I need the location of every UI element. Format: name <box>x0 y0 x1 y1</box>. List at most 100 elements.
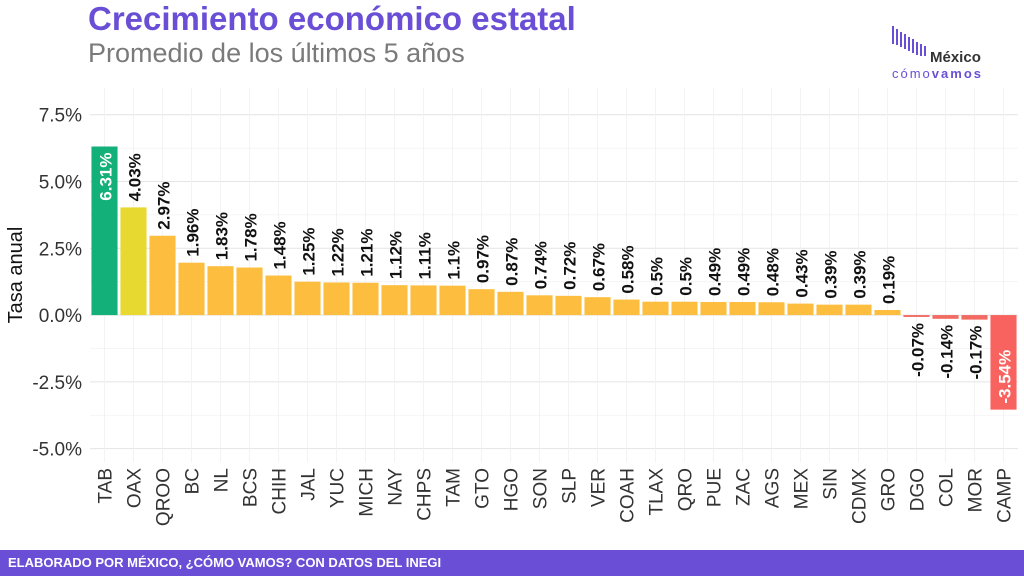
x-tick-label: TLAX <box>647 468 668 516</box>
x-tick-label: CHPS <box>415 468 436 521</box>
x-tick-label: CHIH <box>270 468 291 514</box>
bar-tlax <box>642 301 669 316</box>
bar-chart: 7.5% 5.0% 2.5% 0.0% -2.5% -5.0% Tasa anual 6.31… <box>5 88 1018 526</box>
data-label: -0.14% <box>938 325 957 379</box>
bar-jal <box>294 281 321 316</box>
x-tick-label: PUE <box>705 468 726 507</box>
y-tick-label: 7.5% <box>39 106 82 127</box>
x-tick-label: JAL <box>299 468 320 501</box>
x-tick-label: AGS <box>763 468 784 508</box>
data-label: 0.43% <box>793 249 812 297</box>
x-tick-label: GRO <box>879 468 900 511</box>
y-tick-label: 2.5% <box>39 239 82 260</box>
bar-chps <box>410 285 437 316</box>
x-tick-label: DGO <box>908 468 929 511</box>
data-label: 1.96% <box>184 209 203 257</box>
chart-subtitle: Promedio de los últimos 5 años <box>88 38 465 68</box>
data-label: 0.49% <box>706 248 725 296</box>
bar-gto <box>468 289 495 316</box>
logo-line2b: vamos <box>932 66 983 81</box>
x-tick-label: NAY <box>386 468 407 506</box>
data-label: 0.67% <box>590 243 609 291</box>
data-label: 1.22% <box>329 228 348 276</box>
y-tick-label: -5.0% <box>32 440 82 461</box>
bar-qro <box>671 301 698 316</box>
x-tick-label: ZAC <box>734 468 755 506</box>
logo-line2a: cómo <box>892 66 932 81</box>
x-tick-label: BC <box>183 468 204 494</box>
data-label: 1.25% <box>300 227 319 275</box>
bar-gro <box>874 309 901 316</box>
data-label: 0.39% <box>851 250 870 298</box>
bar-dgo <box>903 315 930 317</box>
x-tick-label: OAX <box>125 468 146 508</box>
x-tick-label: CAMP <box>995 468 1016 523</box>
y-tick-label: 5.0% <box>39 173 82 194</box>
bar-nl <box>207 266 234 316</box>
x-tick-label: COAH <box>618 468 639 523</box>
data-label: 0.72% <box>561 242 580 290</box>
bar-zac <box>729 301 756 316</box>
x-tick-label: QRO <box>676 468 697 511</box>
data-label: 0.87% <box>503 238 522 286</box>
mexico-como-vamos-logo: México cómovamos <box>892 26 983 81</box>
bar-yuc <box>323 282 350 316</box>
data-label: -0.07% <box>909 323 928 377</box>
bar-son <box>526 295 553 316</box>
bar-chih <box>265 275 292 316</box>
bar-cdmx <box>845 304 872 316</box>
bar-sin <box>816 304 843 316</box>
bar-slp <box>555 295 582 316</box>
x-tick-label: GTO <box>473 468 494 509</box>
y-axis-label: Tasa anual <box>5 227 27 324</box>
data-label: 0.74% <box>532 241 551 289</box>
bar-col <box>932 315 959 319</box>
data-label: 0.58% <box>619 245 638 293</box>
bar-pue <box>700 301 727 316</box>
x-tick-label: YUC <box>328 468 349 508</box>
data-label: 0.39% <box>822 250 841 298</box>
bar-mich <box>352 282 379 316</box>
data-label: 0.49% <box>735 248 754 296</box>
bar-hgo <box>497 291 524 316</box>
footer-bar: ELABORADO POR MÉXICO, ¿CÓMO VAMOS? CON D… <box>0 550 1024 576</box>
x-tick-label: QROO <box>154 468 175 526</box>
data-label: 1.21% <box>358 229 377 277</box>
logo-line1: México <box>930 49 981 66</box>
data-label: 6.31% <box>97 153 116 201</box>
bar-qroo <box>149 235 176 316</box>
x-tick-label: NL <box>212 468 233 492</box>
chart-title: Crecimiento económico estatal <box>88 0 576 37</box>
data-label: -3.54% <box>996 350 1015 404</box>
bar-ver <box>584 297 611 316</box>
x-tick-label: SON <box>531 468 552 509</box>
bar-bcs <box>236 267 263 316</box>
x-tick-label: MEX <box>792 468 813 510</box>
data-label: 0.5% <box>648 257 667 296</box>
x-tick-label: TAB <box>96 468 117 504</box>
data-label: -0.17% <box>967 326 986 380</box>
data-label: 1.83% <box>213 212 232 260</box>
x-tick-label: SIN <box>821 468 842 500</box>
x-tick-label: VER <box>589 468 610 507</box>
data-label: 1.48% <box>271 221 290 269</box>
data-label: 2.97% <box>155 182 174 230</box>
logo-line2: cómovamos <box>892 66 983 81</box>
footer-credit: ELABORADO POR MÉXICO, ¿CÓMO VAMOS? CON D… <box>8 555 442 570</box>
bar-oax <box>120 207 147 316</box>
bar-coah <box>613 299 640 316</box>
data-label: 0.5% <box>677 257 696 296</box>
bar-bc <box>178 262 205 316</box>
data-label: 4.03% <box>126 153 145 201</box>
bar-tab <box>91 146 118 316</box>
data-label: 0.97% <box>474 235 493 283</box>
data-label: 1.11% <box>416 232 435 279</box>
x-tick-label: HGO <box>502 468 523 511</box>
x-tick-label: SLP <box>560 468 581 504</box>
x-tick-label: BCS <box>241 468 262 507</box>
bar-tam <box>439 285 466 316</box>
x-tick-label: MICH <box>357 468 378 517</box>
y-tick-label: 0.0% <box>39 306 82 327</box>
bar-mor <box>961 315 988 320</box>
data-label: 1.78% <box>242 213 261 261</box>
